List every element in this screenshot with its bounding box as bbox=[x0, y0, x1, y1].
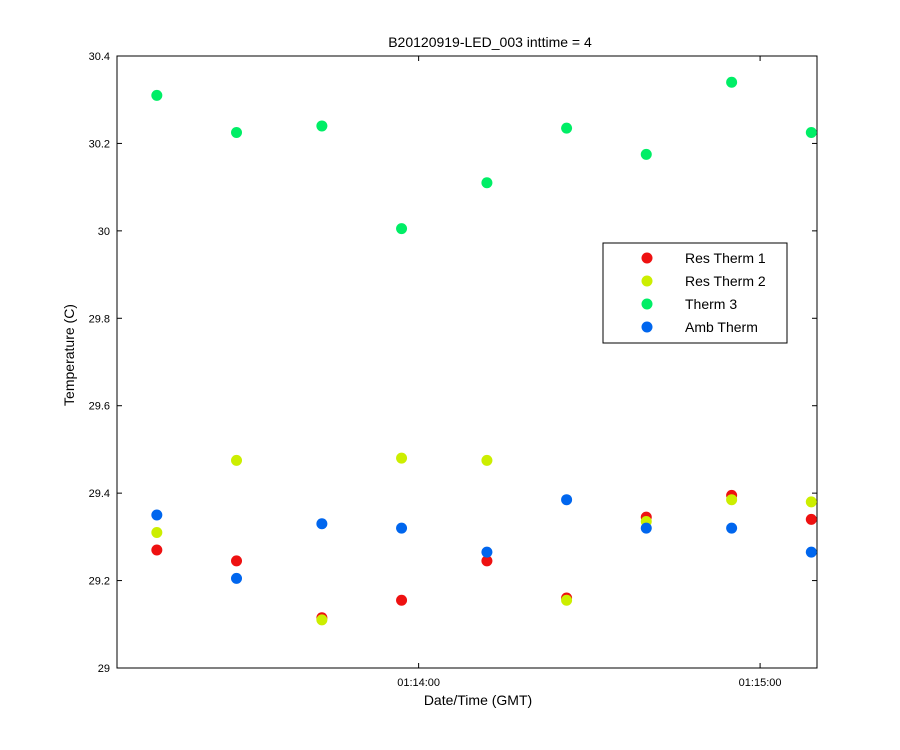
data-point bbox=[231, 127, 243, 138]
data-point bbox=[805, 496, 817, 508]
legend-marker bbox=[641, 321, 653, 333]
data-point bbox=[151, 544, 163, 556]
data-point bbox=[396, 522, 408, 534]
y-tick-label: 29 bbox=[98, 663, 110, 675]
data-point bbox=[726, 76, 738, 88]
legend: Res Therm 1 Res Therm 2 Therm 3 Amb Therm bbox=[602, 242, 788, 344]
data-point bbox=[726, 494, 738, 506]
legend-marker bbox=[641, 298, 653, 310]
data-point bbox=[316, 120, 328, 132]
data-point bbox=[151, 509, 163, 521]
data-point bbox=[396, 594, 408, 606]
x-axis: 01:14:00 01:15:00 bbox=[397, 56, 782, 689]
data-point bbox=[805, 513, 817, 525]
series-1 bbox=[151, 452, 817, 626]
legend-marker bbox=[641, 252, 653, 264]
plot-frame bbox=[116, 55, 818, 669]
data-point bbox=[561, 594, 573, 606]
data-point bbox=[231, 555, 243, 567]
data-point bbox=[481, 555, 493, 567]
legend-label: Therm 3 bbox=[685, 296, 737, 312]
y-tick-label: 30.2 bbox=[89, 138, 110, 150]
legend-box bbox=[602, 242, 788, 344]
data-point bbox=[561, 122, 573, 134]
y-axis-label: Temperature (C) bbox=[61, 304, 77, 406]
data-point bbox=[481, 546, 493, 558]
data-point bbox=[640, 148, 652, 160]
chart-title: B20120919-LED_003 inttime = 4 bbox=[388, 34, 592, 50]
data-point bbox=[316, 518, 328, 530]
y-tick-label: 29.4 bbox=[89, 488, 110, 500]
y-tick-label: 29.8 bbox=[89, 313, 110, 325]
data-point bbox=[231, 454, 243, 466]
y-axis: 29 29.2 29.4 29.6 29.8 30 30.2 30.4 bbox=[89, 51, 817, 675]
legend-marker bbox=[641, 275, 653, 287]
y-tick-label: 30.4 bbox=[89, 51, 110, 63]
data-point bbox=[726, 522, 738, 534]
legend-label: Amb Therm bbox=[685, 319, 758, 335]
plot-area bbox=[116, 55, 818, 669]
data-point bbox=[805, 546, 817, 558]
y-tick-label: 29.2 bbox=[89, 576, 110, 588]
data-point bbox=[805, 127, 817, 138]
data-point bbox=[151, 526, 163, 538]
data-point bbox=[481, 454, 493, 466]
data-point bbox=[316, 614, 328, 626]
data-point bbox=[640, 522, 652, 534]
legend-label: Res Therm 1 bbox=[685, 250, 766, 266]
y-tick-label: 29.6 bbox=[89, 401, 110, 413]
data-point bbox=[481, 177, 493, 189]
x-axis-label: Date/Time (GMT) bbox=[424, 692, 532, 708]
x-tick-label: 01:14:00 bbox=[397, 677, 440, 689]
series-2 bbox=[151, 76, 817, 235]
data-points bbox=[151, 76, 817, 626]
data-point bbox=[561, 494, 573, 506]
data-point bbox=[396, 452, 408, 464]
data-point bbox=[396, 223, 408, 235]
x-tick-label: 01:15:00 bbox=[739, 677, 782, 689]
data-point bbox=[231, 572, 243, 584]
y-tick-label: 30 bbox=[98, 226, 110, 238]
series-3 bbox=[151, 494, 817, 584]
legend-label: Res Therm 2 bbox=[685, 273, 766, 289]
data-point bbox=[151, 89, 163, 101]
